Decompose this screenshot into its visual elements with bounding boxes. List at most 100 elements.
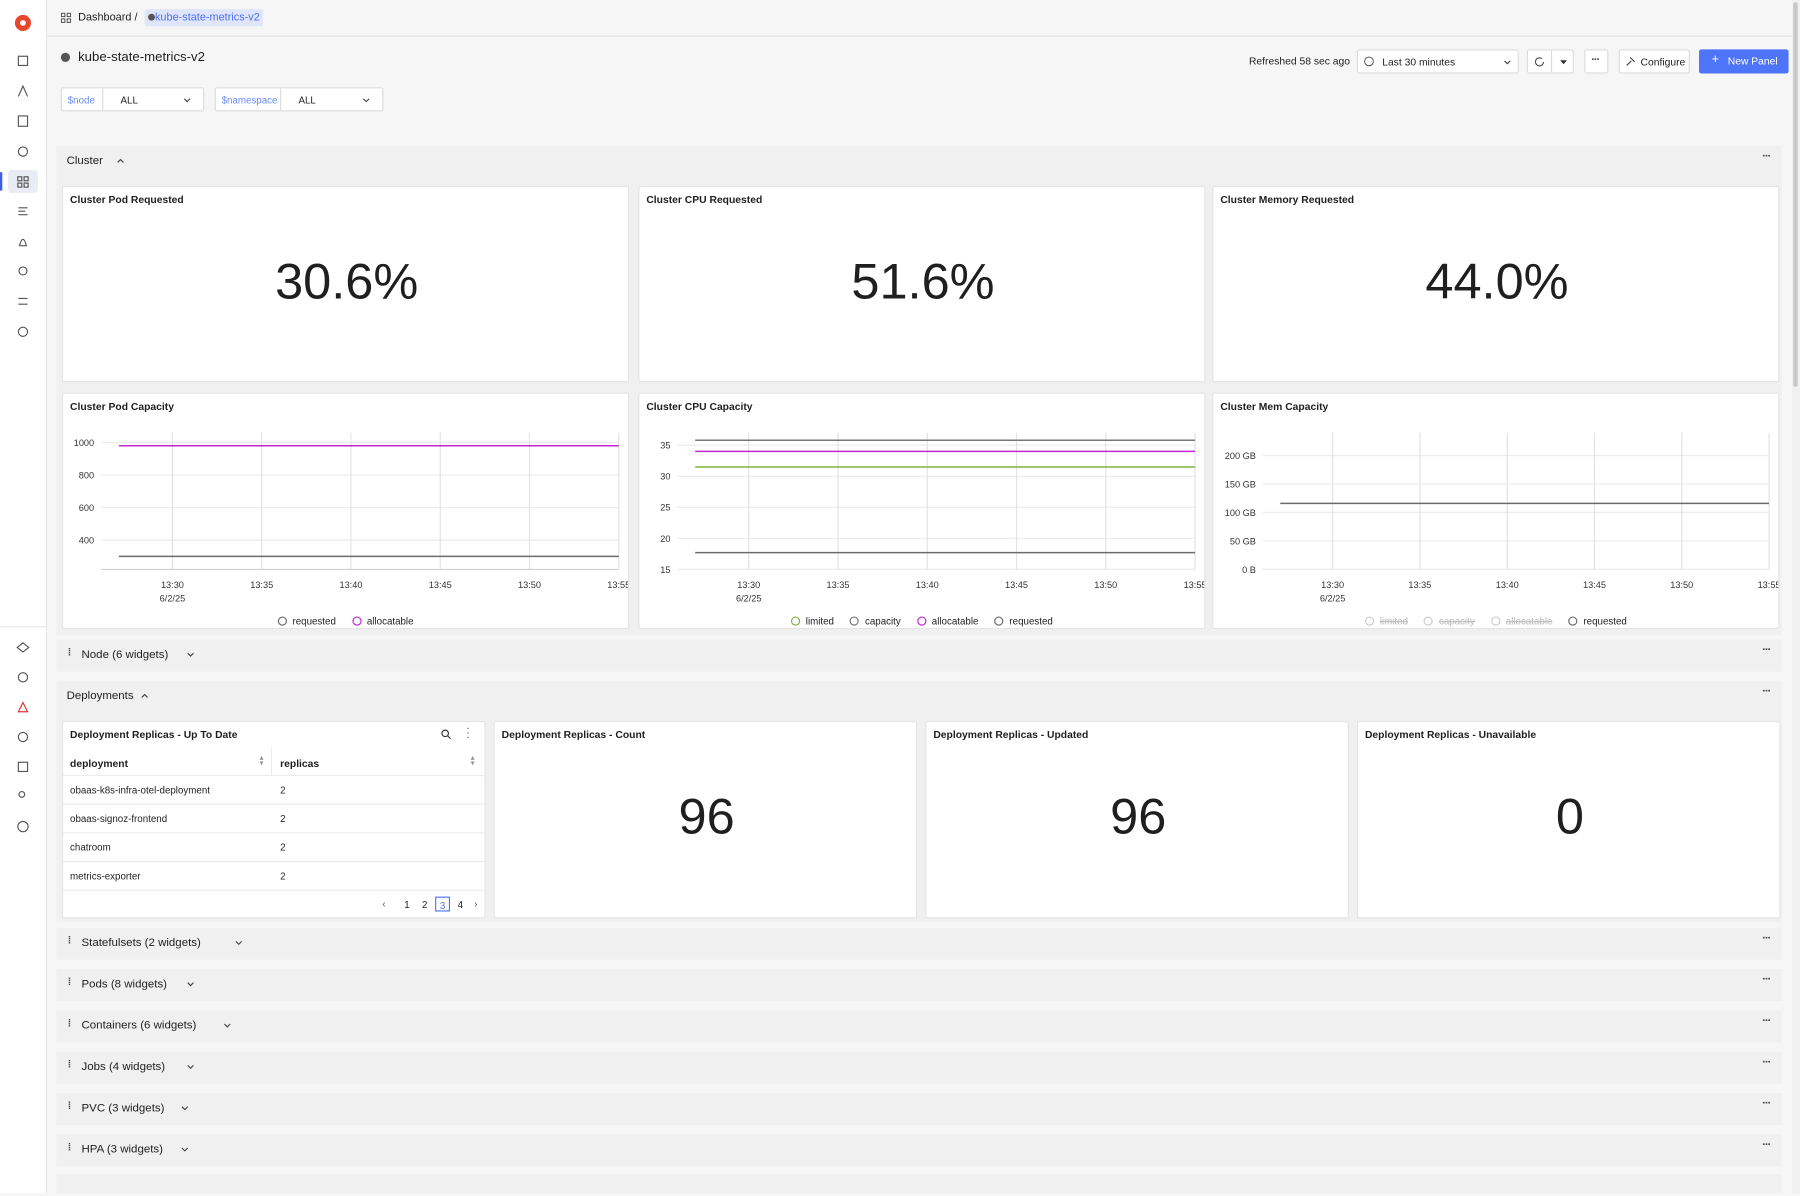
scroll-thumb[interactable] [1793, 2, 1798, 387]
legend-label: allocatable [366, 615, 414, 627]
nav-icon[interactable] [17, 84, 29, 97]
nav-icon[interactable] [17, 672, 29, 683]
chevron [141, 693, 149, 698]
legend-item[interactable]: limited [790, 615, 834, 627]
nav-icon[interactable] [18, 266, 28, 276]
page-number[interactable]: 4 [457, 898, 464, 911]
nav-icon[interactable] [18, 297, 28, 305]
legend-item[interactable]: requested [1568, 615, 1627, 627]
x-tick-label: 13:45 [1005, 580, 1028, 590]
legend-item[interactable]: capacity [1424, 615, 1475, 627]
section-title[interactable]: Jobs (4 widgets) [81, 1060, 166, 1074]
legend-swatch [790, 616, 801, 626]
legend-item[interactable]: capacity [850, 615, 901, 627]
table-cell: chatroom [70, 841, 111, 853]
x-tick-label: 13:30 [737, 580, 760, 590]
chevron-path [187, 652, 194, 657]
row-divider [63, 861, 485, 863]
breadcrumb-current[interactable]: kube-state-metrics-v2 [144, 9, 264, 27]
nav-icon[interactable] [17, 176, 23, 182]
page-number[interactable]: 2 [422, 898, 428, 911]
stat-panel: Deployment Replicas - Updated 96 [925, 720, 1349, 919]
section-title[interactable]: Deployments [66, 689, 134, 703]
page-number[interactable]: 1 [404, 898, 410, 911]
nav-icon[interactable] [17, 761, 29, 773]
new-panel-button[interactable]: + New Panel [1699, 49, 1789, 74]
refreshed-text: Refreshed 58 sec ago [1248, 55, 1351, 67]
legend-item[interactable]: requested [994, 615, 1053, 627]
section-title[interactable]: Statefulsets (2 widgets) [81, 936, 201, 950]
line-chart: 0 B 50 GB 100 GB 150 GB 200 GB 13:30 6/2/25 13:… [1225, 432, 1778, 604]
breadcrumb-root[interactable]: Dashboard / [78, 11, 138, 25]
chevron-path [187, 1064, 194, 1070]
variable-filter[interactable]: $namespace ALL [214, 87, 384, 112]
legend-swatch [351, 616, 362, 626]
time-select[interactable]: Last 30 minutes [1356, 49, 1519, 74]
nav-icon[interactable] [17, 820, 29, 833]
legend-item[interactable]: allocatable [1490, 615, 1552, 627]
legend-item[interactable]: allocatable [351, 615, 414, 627]
column-header[interactable]: replicas [280, 757, 320, 770]
more-box[interactable]: ··· [1584, 49, 1609, 74]
table-panel: Deployment Replicas - Up To Date · · · deplo… [61, 720, 486, 919]
more-button[interactable]: ··· [1762, 932, 1771, 945]
kebab-menu[interactable]: · · · [466, 722, 470, 744]
more-button[interactable]: ··· [1591, 53, 1600, 67]
page-number[interactable]: 3 [435, 896, 451, 912]
more-button[interactable]: ··· [1762, 973, 1771, 987]
section-title[interactable]: Cluster [66, 154, 103, 168]
more-button[interactable]: ··· [1762, 1014, 1771, 1028]
section-title[interactable]: Node (6 widgets) [81, 648, 169, 662]
row-divider [63, 832, 485, 834]
x-tick-label: 13:40 [339, 580, 362, 590]
section-title[interactable]: PVC (3 widgets) [81, 1102, 165, 1115]
legend-swatch [1424, 616, 1434, 626]
more-button[interactable]: ··· [1762, 1056, 1771, 1069]
more-button[interactable]: ··· [1762, 644, 1771, 657]
y-tick-label: 100 GB [1225, 508, 1256, 518]
legend-swatch [1490, 616, 1501, 626]
chevron-path [117, 158, 124, 163]
panel-title: Cluster CPU Requested [646, 194, 763, 206]
legend-label: requested [292, 615, 336, 627]
nav-icon[interactable] [18, 790, 26, 798]
page-prev[interactable]: ‹ [382, 897, 386, 910]
legend-label: capacity [1438, 615, 1475, 627]
stat-panel: Cluster CPU Requested 51.6% [638, 185, 1206, 383]
section-row: ⁞ Node (6 widgets) ··· [56, 639, 1782, 672]
chart-panel: Cluster Pod Capacity 400 600 800 1000 13:30 6/… [61, 392, 630, 630]
panel-title: Deployment Replicas - Up To Date [70, 728, 238, 741]
page-next[interactable]: › [474, 897, 478, 910]
section-title[interactable]: Pods (8 widgets) [81, 978, 168, 991]
variable-filter[interactable]: $node ALL [60, 87, 205, 112]
nav-icon[interactable] [17, 115, 29, 127]
clock-face [1364, 56, 1374, 67]
configure-path [1626, 56, 1636, 66]
configure-button[interactable]: Configure [1618, 49, 1690, 74]
more-button[interactable]: ··· [1762, 1138, 1771, 1152]
nav-icon[interactable] [17, 55, 29, 67]
more-button[interactable]: ··· [1762, 150, 1771, 164]
nav-icon[interactable] [16, 642, 30, 653]
more-button[interactable]: ··· [1762, 1097, 1771, 1111]
legend-item[interactable]: allocatable [916, 615, 978, 627]
x-tick-label: 13:50 [1094, 580, 1117, 590]
nav-icon[interactable] [17, 731, 29, 743]
column-header[interactable]: deployment [70, 757, 129, 770]
nav-icon[interactable] [18, 238, 28, 247]
refresh-button[interactable] [1526, 49, 1574, 74]
y-tick-label: 400 [79, 536, 94, 546]
y-tick-label: 0 B [1242, 565, 1256, 575]
nav-icon[interactable] [17, 146, 29, 157]
grid-icon-cell [60, 18, 66, 23]
legend-item[interactable]: limited [1364, 615, 1408, 627]
more-button[interactable]: ··· [1762, 685, 1771, 698]
nav-icon[interactable] [17, 701, 29, 713]
legend-item[interactable]: requested [277, 615, 336, 627]
section-title[interactable]: HPA (3 widgets) [81, 1143, 163, 1157]
nav-icon[interactable] [18, 207, 28, 216]
nav-icon[interactable] [17, 326, 29, 337]
y-tick-label: 25 [660, 503, 670, 513]
legend-label: requested [1009, 615, 1053, 627]
section-title[interactable]: Containers (6 widgets) [81, 1019, 197, 1033]
